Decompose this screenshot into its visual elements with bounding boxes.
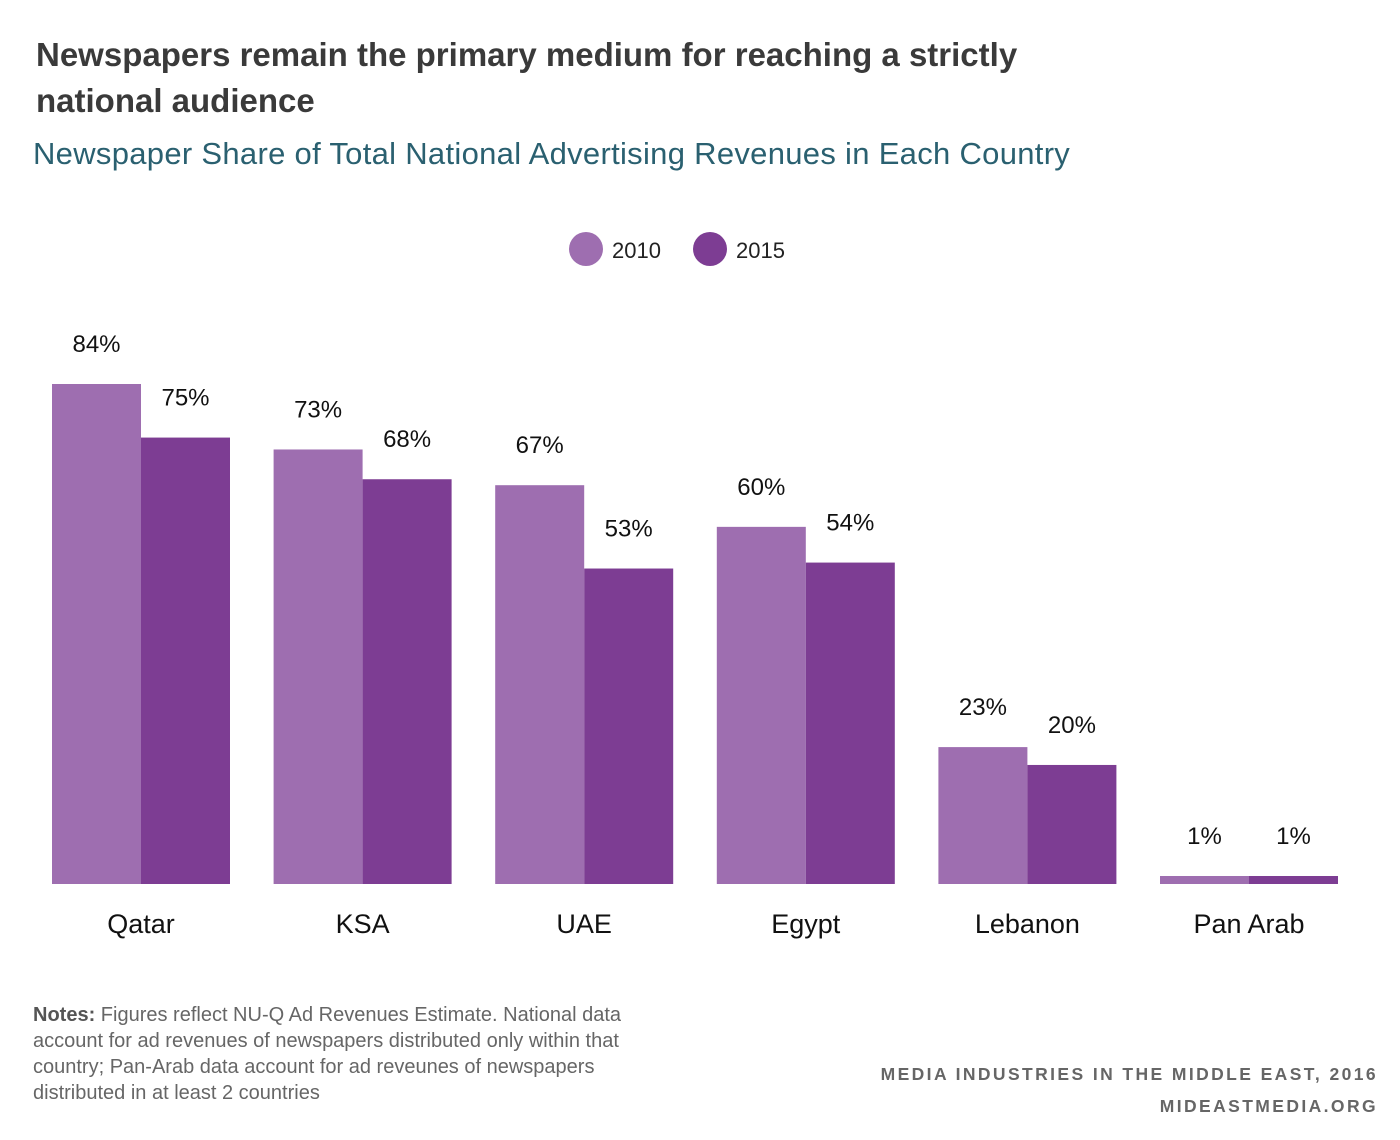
- category-label-qatar: Qatar: [107, 909, 175, 939]
- bar-chart: 2010 2015 84% 75% Qatar 73% 68% KSA 67% 53% UAE 60%…: [52, 232, 1338, 939]
- bar-pan-arab-2010: [1160, 876, 1249, 884]
- data-label-uae-2015: 53%: [605, 516, 653, 543]
- notes: Notes: Figures reflect NU-Q Ad Revenues …: [33, 1002, 633, 1106]
- bar-ksa-2015: [362, 479, 452, 884]
- data-label-pan-arab-2015: 1%: [1276, 823, 1311, 850]
- data-label-lebanon-2010: 23%: [959, 694, 1007, 721]
- legend-swatch-2010: [569, 232, 603, 266]
- bar-pan-arab-2015: [1249, 876, 1338, 884]
- data-label-qatar-2015: 75%: [161, 385, 209, 412]
- data-label-ksa-2010: 73%: [294, 396, 342, 423]
- bar-qatar-2015: [141, 437, 230, 884]
- credit-publication: MEDIA INDUSTRIES IN THE MIDDLE EAST, 201…: [880, 1064, 1378, 1084]
- category-label-uae: UAE: [556, 909, 612, 939]
- legend-label-2015: 2015: [736, 238, 785, 263]
- data-label-uae-2010: 67%: [516, 432, 564, 459]
- category-label-pan-arab: Pan Arab: [1193, 909, 1304, 939]
- category-label-egypt: Egypt: [771, 909, 841, 939]
- chart-subtitle: Newspaper Share of Total National Advert…: [33, 136, 1071, 171]
- chart-title: Newspapers remain the primary medium for…: [36, 36, 1018, 119]
- bar-uae-2010: [495, 485, 585, 884]
- bar-lebanon-2010: [938, 747, 1028, 884]
- credit-website: MIDEASTMEDIA.ORG: [1159, 1096, 1378, 1116]
- legend-label-2010: 2010: [612, 238, 661, 263]
- bar-ksa-2010: [273, 449, 363, 884]
- data-label-egypt-2010: 60%: [737, 474, 785, 501]
- bar-egypt-2015: [805, 562, 895, 884]
- legend-swatch-2015: [693, 232, 727, 266]
- bar-qatar-2010: [52, 384, 141, 884]
- notes-text: Figures reflect NU-Q Ad Revenues Estimat…: [33, 1004, 622, 1104]
- bar-uae-2015: [584, 568, 674, 884]
- data-label-lebanon-2015: 20%: [1048, 712, 1096, 739]
- category-label-lebanon: Lebanon: [975, 909, 1080, 939]
- data-label-qatar-2010: 84%: [72, 331, 120, 358]
- bar-egypt-2010: [716, 526, 806, 884]
- notes-label: Notes:: [33, 1004, 96, 1026]
- data-label-egypt-2015: 54%: [826, 510, 874, 537]
- data-label-pan-arab-2010: 1%: [1187, 823, 1222, 850]
- bar-lebanon-2015: [1027, 764, 1117, 884]
- data-label-ksa-2015: 68%: [383, 426, 431, 453]
- category-label-ksa: KSA: [336, 909, 390, 939]
